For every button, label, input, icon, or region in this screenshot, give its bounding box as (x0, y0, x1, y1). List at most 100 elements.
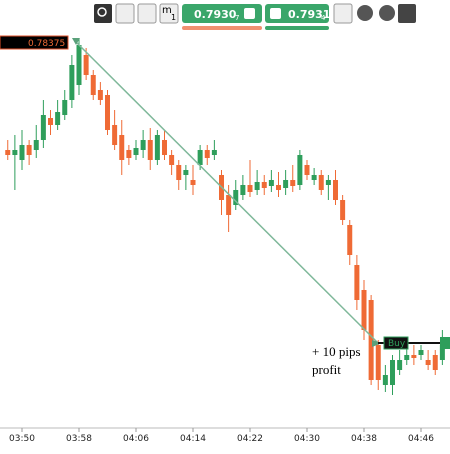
buy-arrow (270, 8, 281, 19)
candle-body (390, 360, 395, 385)
candle-body (48, 118, 53, 125)
candle-body (325, 180, 331, 185)
candle-body (340, 200, 346, 220)
candle-body (375, 345, 381, 380)
sell-pip: 7 (235, 14, 239, 22)
annotation: profit (312, 362, 341, 377)
candle-body (69, 65, 75, 100)
candle-body (12, 150, 18, 155)
candle-body (347, 225, 353, 255)
icon[interactable] (379, 5, 395, 21)
toolbar: m 1 0.7930 7 0.7931 4 (94, 3, 416, 30)
annotation: + 10 pips (312, 344, 361, 359)
candle-body (290, 180, 296, 186)
candle-body (62, 100, 68, 115)
candle-body (119, 135, 125, 160)
candle-body (233, 190, 239, 205)
candle-body (368, 300, 374, 380)
candle-body (126, 150, 132, 158)
candle-body (140, 140, 146, 150)
candle-body (311, 175, 317, 180)
candle-body (404, 355, 410, 360)
x-tick-label: 03:58 (66, 434, 92, 444)
candle-body (432, 355, 438, 370)
candle-body (147, 140, 153, 160)
candle-body (211, 150, 217, 155)
x-tick-label: 04:38 (351, 434, 377, 444)
candle-body (276, 185, 281, 190)
candle-body (439, 345, 445, 360)
candle-body (190, 180, 196, 185)
timeframe-button[interactable] (159, 3, 179, 24)
candle-body (33, 140, 39, 150)
trend-start (72, 38, 80, 45)
list-icon[interactable] (333, 3, 353, 24)
position-marker (440, 337, 450, 349)
zoom-icon[interactable] (94, 4, 112, 23)
timeframe-number: 1 (171, 13, 176, 22)
candle-body (411, 355, 417, 358)
candle-body (162, 140, 167, 155)
sell-button[interactable] (182, 4, 262, 23)
icon[interactable] (357, 5, 373, 21)
candle-body (247, 185, 253, 192)
candle-body (254, 182, 260, 190)
candles (5, 38, 445, 395)
candle-body (226, 195, 232, 215)
candle-body (154, 135, 160, 160)
buy-button[interactable] (265, 4, 329, 23)
candle-body (40, 115, 46, 140)
candle-body (183, 170, 189, 175)
icon-glyph (97, 7, 107, 17)
candle-body (283, 180, 289, 188)
candle-icon[interactable] (137, 3, 157, 24)
candle-body (97, 90, 103, 100)
buy-price: 0.7931 (288, 8, 330, 21)
price-box (0, 35, 69, 50)
position-label: Buy (388, 339, 406, 349)
position-box (383, 336, 409, 350)
candle-body (5, 150, 11, 155)
x-tick-label: 04:22 (237, 434, 263, 444)
candle-body (19, 145, 25, 160)
candle-body (112, 125, 118, 145)
candle-body (176, 165, 182, 180)
candle-body (55, 112, 61, 125)
candle-body (76, 45, 82, 85)
trend-end (372, 340, 382, 347)
candle-body (197, 150, 203, 165)
candle-body (105, 95, 110, 130)
sell-price: 0.7930 (194, 8, 237, 21)
candle-body (354, 265, 360, 300)
candle-body (304, 165, 310, 175)
candle-body (90, 75, 96, 95)
trend-line (75, 41, 379, 344)
candle-body (397, 360, 403, 370)
chart-icon[interactable] (115, 3, 135, 24)
candle-body (83, 55, 89, 75)
candle-body (240, 185, 246, 195)
candle-body (333, 180, 338, 200)
candle-body (425, 360, 431, 365)
sell-arrow (244, 8, 255, 19)
candle-body (204, 150, 210, 158)
price-label: 0.78375 (28, 39, 65, 49)
icon[interactable] (398, 4, 416, 23)
x-tick-label: 04:30 (294, 434, 320, 444)
x-tick-label: 04:14 (180, 434, 206, 444)
timeframe-letter: m (162, 5, 172, 16)
x-tick-label: 04:06 (123, 434, 149, 444)
candle-body (297, 155, 303, 185)
candle-body (26, 145, 32, 155)
buy-pip: 4 (321, 14, 326, 22)
candle-body (268, 180, 274, 186)
candle-body (133, 148, 139, 155)
x-tick-label: 04:46 (408, 434, 434, 444)
buy-bar (265, 26, 329, 30)
candle-body (361, 290, 367, 330)
candle-body (418, 350, 424, 355)
candle-body (318, 175, 324, 190)
candle-body (261, 182, 267, 188)
